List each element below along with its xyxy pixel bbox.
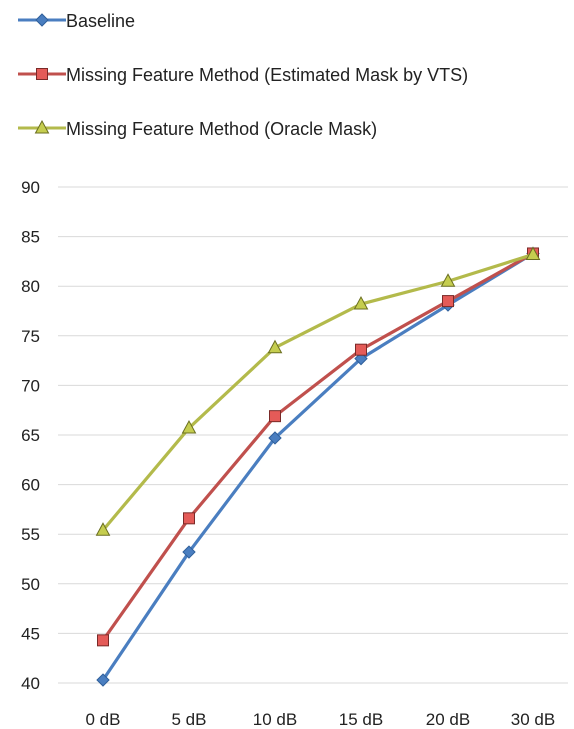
data-point bbox=[97, 634, 109, 647]
legend-label: Baseline bbox=[66, 11, 135, 31]
series-2 bbox=[97, 247, 539, 647]
data-point bbox=[440, 273, 456, 287]
data-point bbox=[95, 522, 111, 536]
legend-item: Missing Feature Method (Oracle Mask) bbox=[18, 119, 377, 139]
series-3 bbox=[95, 246, 541, 536]
legend-item: Missing Feature Method (Estimated Mask b… bbox=[18, 65, 468, 85]
legend-label: Missing Feature Method (Estimated Mask b… bbox=[66, 65, 468, 85]
y-tick-label: 50 bbox=[21, 575, 40, 594]
y-tick-label: 90 bbox=[21, 178, 40, 197]
y-tick-label: 70 bbox=[21, 376, 40, 395]
legend: Baseline Missing Feature Method (Estimate… bbox=[18, 11, 468, 139]
legend-marker bbox=[36, 68, 48, 80]
y-tick-label: 75 bbox=[21, 327, 40, 346]
data-point bbox=[269, 410, 281, 423]
x-axis-ticks: 0 dB 5 dB 10 dB 15 dB 20 dB 30 dB bbox=[86, 710, 556, 729]
x-tick-label: 20 dB bbox=[426, 710, 470, 729]
series-group bbox=[95, 246, 541, 687]
legend-marker bbox=[35, 13, 49, 27]
data-point bbox=[525, 246, 541, 260]
series-line bbox=[101, 252, 534, 642]
data-point bbox=[355, 343, 367, 356]
series-1 bbox=[96, 246, 540, 687]
data-point bbox=[268, 431, 282, 445]
data-point bbox=[96, 673, 110, 687]
y-tick-label: 45 bbox=[21, 624, 40, 643]
data-point bbox=[353, 296, 369, 310]
y-tick-label: 65 bbox=[21, 426, 40, 445]
y-tick-label: 55 bbox=[21, 525, 40, 544]
y-tick-label: 85 bbox=[21, 228, 40, 247]
series-line bbox=[101, 252, 534, 532]
x-tick-label: 30 dB bbox=[511, 710, 555, 729]
x-tick-label: 10 dB bbox=[253, 710, 297, 729]
x-tick-label: 5 dB bbox=[172, 710, 207, 729]
legend-marker bbox=[34, 119, 50, 134]
legend-item: Baseline bbox=[18, 11, 135, 31]
x-tick-label: 0 dB bbox=[86, 710, 121, 729]
x-tick-label: 15 dB bbox=[339, 710, 383, 729]
data-point bbox=[267, 339, 283, 354]
series-line bbox=[101, 252, 534, 681]
legend-label: Missing Feature Method (Oracle Mask) bbox=[66, 119, 377, 139]
data-point bbox=[442, 295, 454, 308]
data-point bbox=[182, 545, 196, 559]
y-axis-ticks: 40 45 50 55 60 65 70 75 80 85 90 bbox=[21, 178, 40, 693]
y-tick-label: 40 bbox=[21, 674, 40, 693]
data-point bbox=[181, 420, 197, 434]
y-tick-label: 80 bbox=[21, 277, 40, 296]
grid-lines bbox=[58, 186, 568, 684]
data-point bbox=[183, 512, 195, 525]
y-tick-label: 60 bbox=[21, 476, 40, 495]
